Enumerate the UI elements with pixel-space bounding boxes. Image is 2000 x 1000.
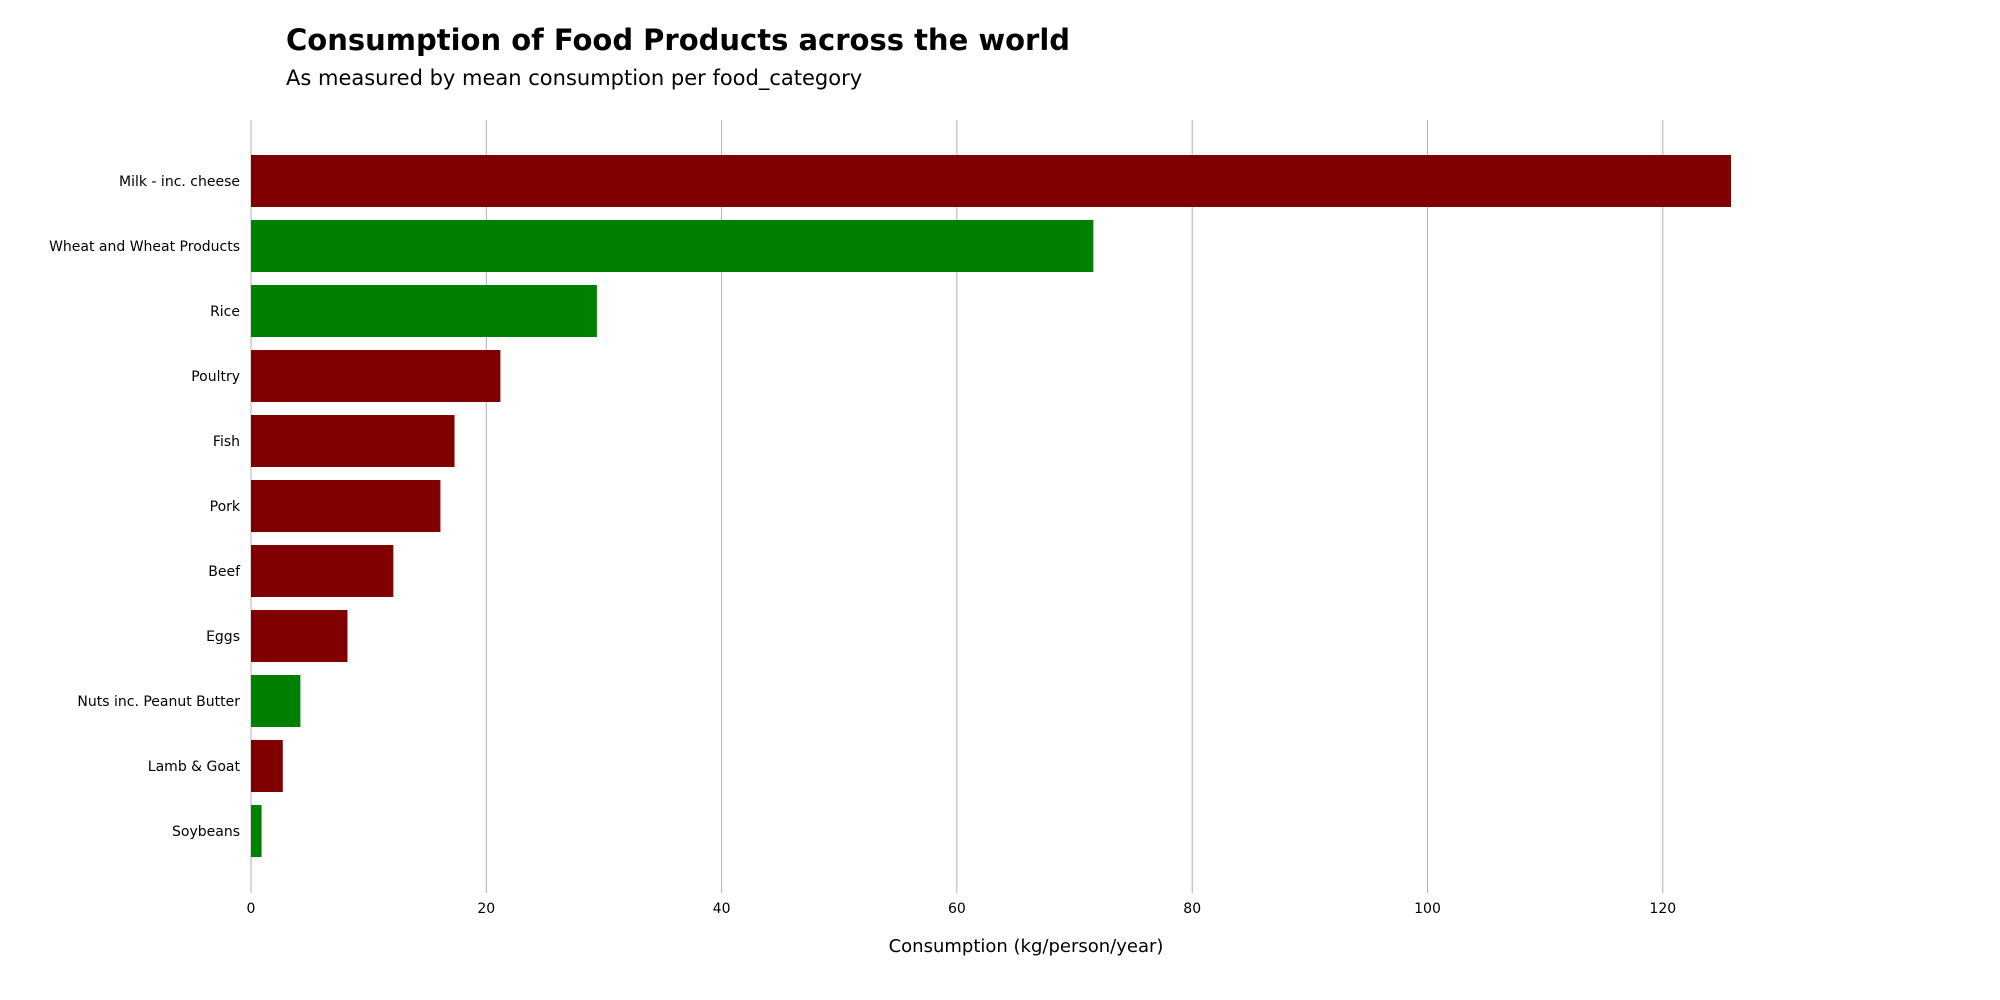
bar (251, 415, 455, 467)
bar (251, 805, 262, 857)
x-tick-label: 60 (948, 901, 966, 917)
chart-title: Consumption of Food Products across the … (286, 23, 1071, 57)
bar (251, 155, 1732, 207)
category-label: Beef (208, 564, 241, 580)
category-label: Milk - inc. cheese (119, 174, 240, 190)
x-tick-label: 40 (713, 901, 731, 917)
bar (251, 480, 441, 532)
category-label: Pork (210, 499, 241, 515)
bar (251, 350, 501, 402)
bar (251, 740, 283, 792)
bar (251, 545, 394, 597)
x-tick-label: 0 (247, 901, 256, 917)
bar (251, 675, 301, 727)
x-tick-label: 80 (1183, 901, 1201, 917)
bar (251, 285, 597, 337)
x-axis-label: Consumption (kg/person/year) (889, 936, 1164, 957)
category-label: Soybeans (172, 824, 240, 840)
category-label: Fish (213, 434, 240, 450)
category-label: Eggs (206, 629, 240, 645)
x-tick-label: 20 (477, 901, 495, 917)
x-tick-labels: 0 20 40 60 80 100 120 (247, 901, 1677, 917)
category-label: Poultry (191, 369, 240, 385)
bars (251, 155, 1732, 857)
x-tick-label: 120 (1649, 901, 1676, 917)
x-tick-label: 100 (1414, 901, 1441, 917)
category-labels: Milk - inc. cheese Wheat and Wheat Produc… (49, 174, 241, 840)
chart-subtitle: As measured by mean consumption per food… (286, 66, 863, 90)
category-label: Wheat and Wheat Products (49, 239, 240, 255)
category-label: Nuts inc. Peanut Butter (77, 694, 240, 710)
bar (251, 610, 348, 662)
bar (251, 220, 1094, 272)
category-label: Rice (210, 304, 240, 320)
category-label: Lamb & Goat (148, 759, 241, 775)
